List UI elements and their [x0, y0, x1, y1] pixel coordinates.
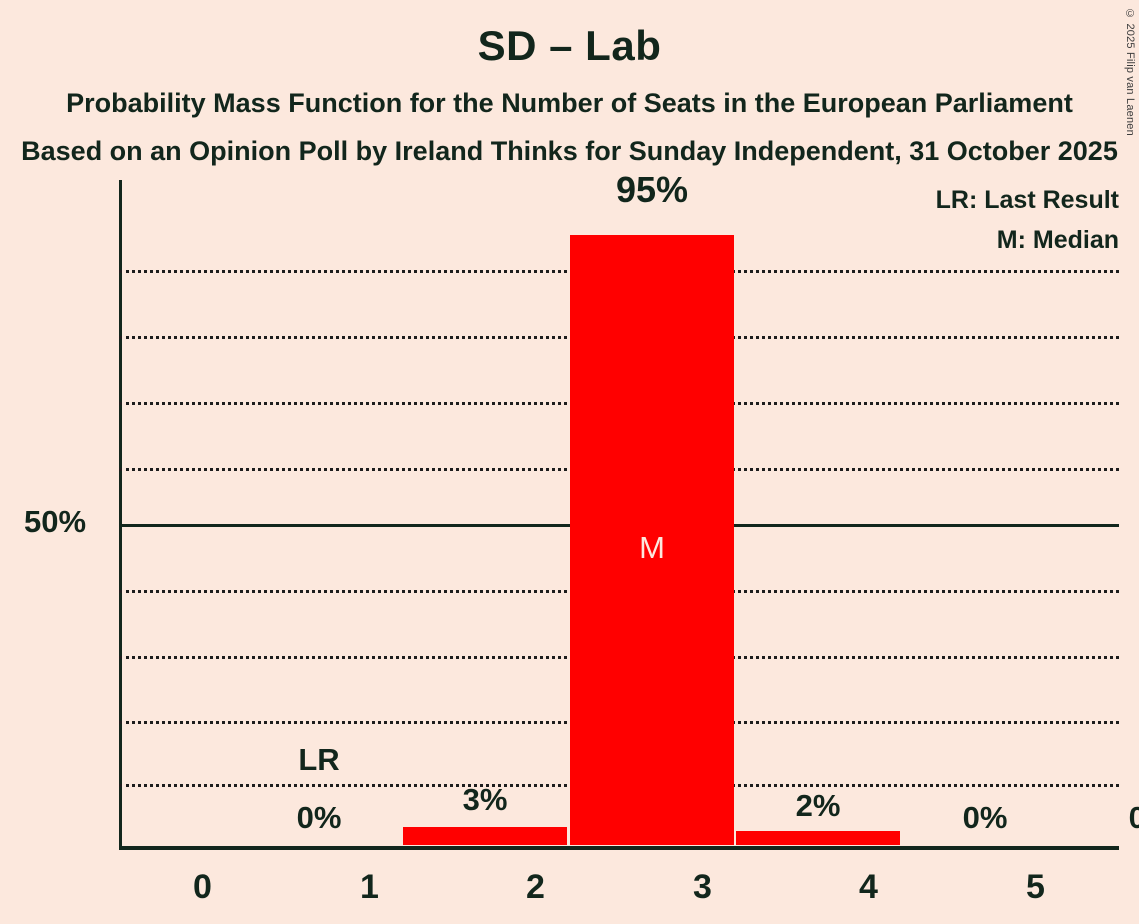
x-tick-0: 0	[193, 868, 212, 906]
x-tick-2: 2	[526, 868, 545, 906]
x-tick-1: 1	[360, 868, 379, 906]
bar-3[interactable]	[736, 831, 900, 845]
x-axis-line	[119, 846, 1119, 850]
bar-value-2: 95%	[615, 169, 689, 210]
page-title: SD – Lab	[477, 22, 662, 69]
chart-subtitle-source: Based on an Opinion Poll by Ireland Thin…	[21, 136, 1118, 166]
bar-value-5: 0%	[1128, 800, 1139, 835]
bar-2[interactable]	[570, 235, 734, 845]
last-result-marker: LR	[298, 742, 340, 777]
plot-area: M LR 0% 3% 95% 2% 0% 0%	[119, 169, 1139, 850]
y-axis-label-50: 50%	[24, 504, 87, 539]
bar-value-3: 2%	[795, 788, 841, 823]
copyright-notice: © 2025 Filip van Laenen	[1124, 8, 1136, 136]
x-tick-3: 3	[693, 868, 712, 906]
legend-last-result: LR: Last Result	[935, 186, 1119, 214]
legend-median: M: Median	[996, 226, 1119, 254]
bar-value-0: 0%	[296, 800, 342, 835]
x-tick-5: 5	[1026, 868, 1045, 906]
bar-value-1: 3%	[462, 782, 508, 817]
y-axis-line	[119, 180, 122, 849]
median-marker: M	[639, 530, 665, 565]
chart-subtitle-primary: Probability Mass Function for the Number…	[66, 88, 1073, 118]
bar-1[interactable]	[403, 827, 567, 845]
x-tick-4: 4	[859, 868, 878, 906]
bar-value-4: 0%	[962, 800, 1008, 835]
